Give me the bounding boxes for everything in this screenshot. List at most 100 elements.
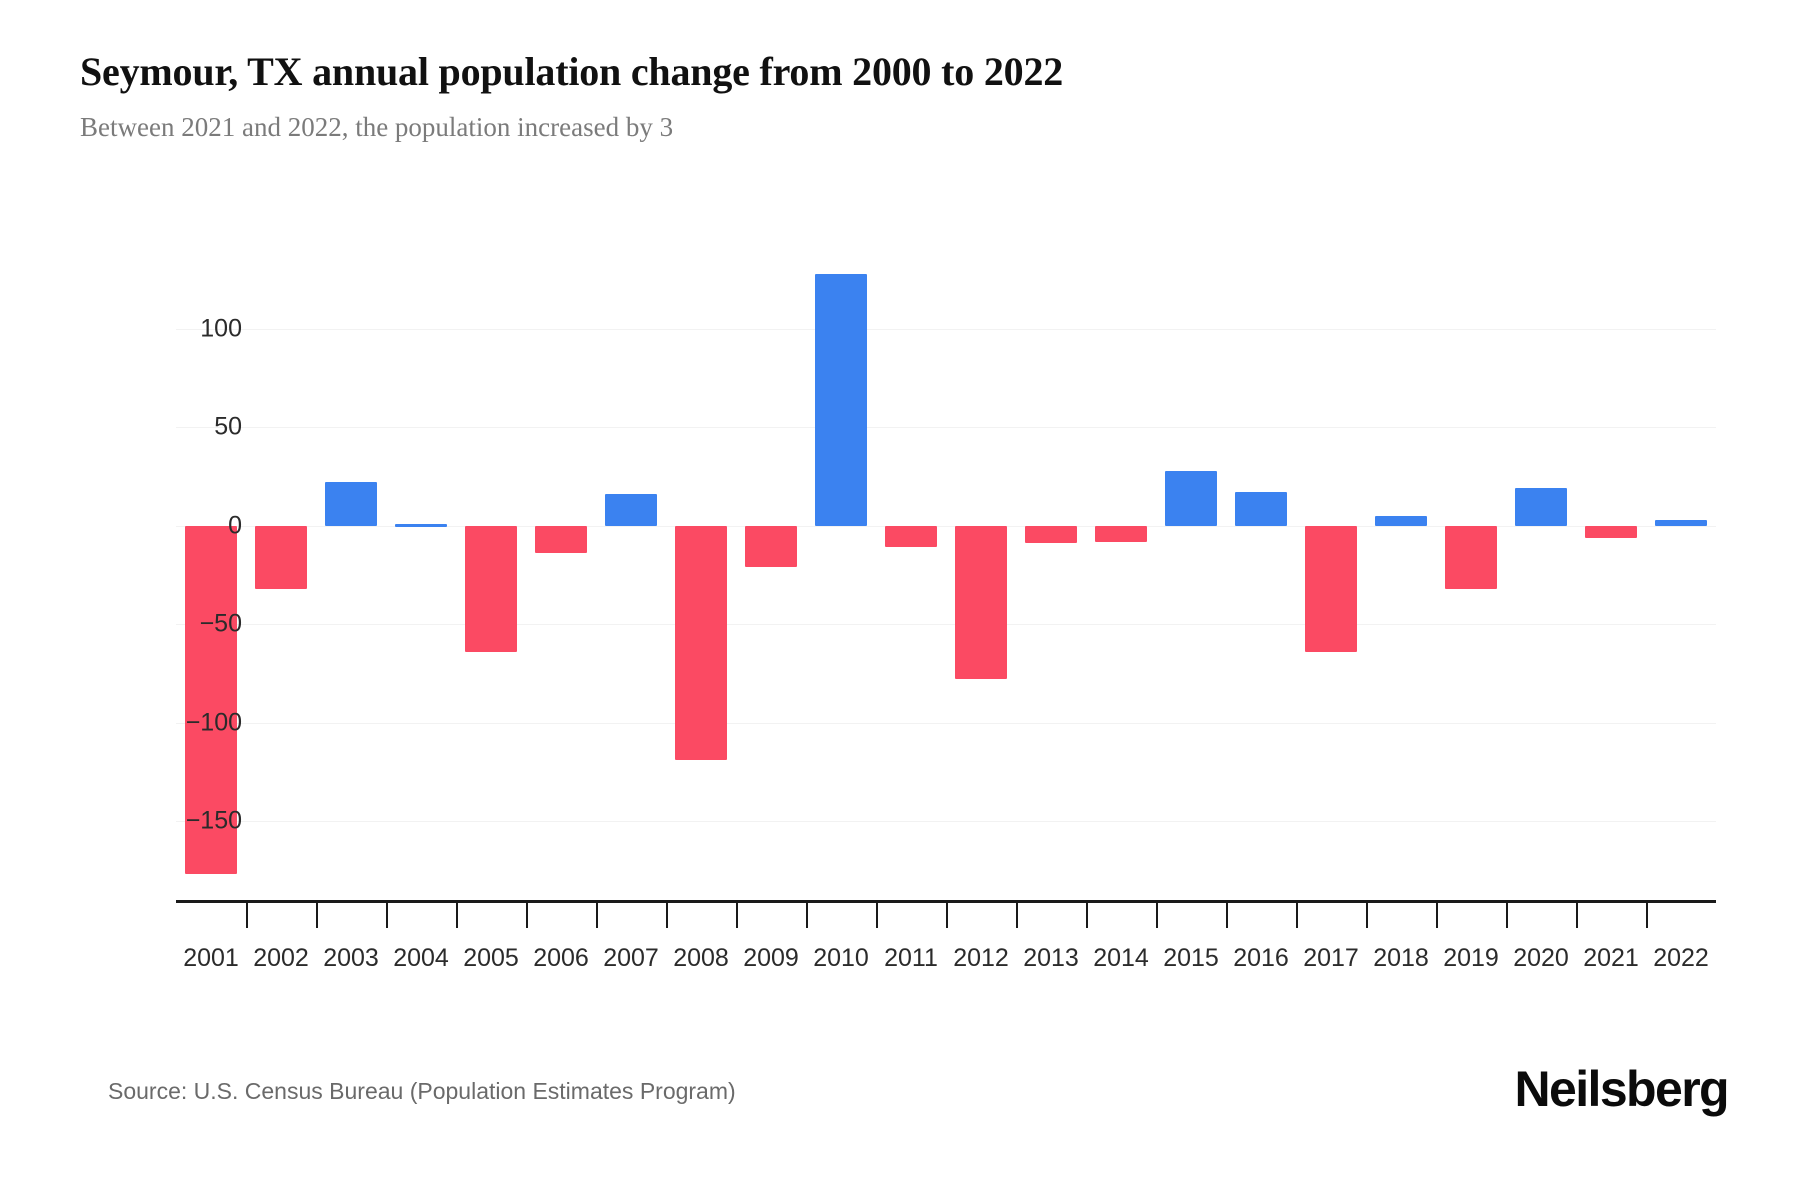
bar-slot: [876, 250, 946, 900]
bar-2011[interactable]: [885, 525, 937, 548]
bar-slot: [1086, 250, 1156, 900]
bar-slot: [1436, 250, 1506, 900]
x-axis-tick-label: 2016: [1233, 944, 1289, 972]
bar-slot: [246, 250, 316, 900]
y-axis-tick-label: −100: [185, 708, 242, 737]
bar-slot: [1646, 250, 1716, 900]
y-axis-tick-label: 50: [214, 412, 242, 441]
bar-2001[interactable]: [185, 525, 237, 875]
x-axis-tick-label: 2003: [323, 944, 379, 972]
x-axis-tick: [946, 900, 948, 928]
bar-slot: [1296, 250, 1366, 900]
bar-2017[interactable]: [1305, 525, 1357, 652]
gridline: [176, 722, 1716, 724]
x-axis-tick: [316, 900, 318, 928]
x-axis-tick: [456, 900, 458, 928]
bar-slot: [456, 250, 526, 900]
bar-slot: [1366, 250, 1436, 900]
x-axis-tick-label: 2019: [1443, 944, 1499, 972]
plot-inner: [176, 250, 1716, 900]
x-axis-tick-label: 2015: [1163, 944, 1219, 972]
bar-slot: [526, 250, 596, 900]
x-axis-tick: [526, 900, 528, 928]
bar-2018[interactable]: [1375, 515, 1427, 526]
x-axis-tick-label: 2013: [1023, 944, 1079, 972]
neilsberg-logo: Neilsberg: [1514, 1061, 1730, 1117]
x-axis-tick: [386, 900, 388, 928]
x-axis-tick: [1086, 900, 1088, 928]
x-axis-tick: [806, 900, 808, 928]
bar-series: [176, 250, 1716, 900]
bar-slot: [1226, 250, 1296, 900]
bar-2007[interactable]: [605, 494, 657, 526]
page-title: Seymour, TX annual population change fro…: [80, 49, 1064, 94]
bar-2010[interactable]: [815, 273, 867, 526]
x-axis-tick-label: 2008: [673, 944, 729, 972]
y-axis-tick-label: 0: [228, 511, 242, 540]
bar-2015[interactable]: [1165, 470, 1217, 526]
bar-slot: [736, 250, 806, 900]
bar-slot: [1506, 250, 1576, 900]
bar-slot: [1576, 250, 1646, 900]
gridline: [176, 328, 1716, 330]
x-axis-tick-label: 2007: [603, 944, 659, 972]
x-axis-tick: [1296, 900, 1298, 928]
bar-slot: [316, 250, 386, 900]
x-axis-tick: [876, 900, 878, 928]
x-axis-tick: [1436, 900, 1438, 928]
bar-2002[interactable]: [255, 525, 307, 589]
bar-2016[interactable]: [1235, 492, 1287, 526]
x-axis-tick-label: 2001: [183, 944, 239, 972]
x-axis-tick: [1576, 900, 1578, 928]
x-axis-tick-label: 2004: [393, 944, 449, 972]
x-axis-tick-label: 2014: [1093, 944, 1149, 972]
x-axis-tick-label: 2018: [1373, 944, 1429, 972]
x-axis-tick-label: 2017: [1303, 944, 1359, 972]
x-axis-tick: [1016, 900, 1018, 928]
x-axis-tick-label: 2005: [463, 944, 519, 972]
gridline: [176, 821, 1716, 823]
x-axis-tick-label: 2006: [533, 944, 589, 972]
bar-2019[interactable]: [1445, 525, 1497, 589]
bar-2008[interactable]: [675, 525, 727, 761]
y-axis-tick-label: −50: [199, 609, 242, 638]
x-axis-tick: [1366, 900, 1368, 928]
bar-2006[interactable]: [535, 525, 587, 554]
bar-2005[interactable]: [465, 525, 517, 652]
x-axis-tick: [1646, 900, 1648, 928]
bar-slot: [1156, 250, 1226, 900]
bar-2003[interactable]: [325, 482, 377, 526]
x-axis-tick: [736, 900, 738, 928]
x-axis-tick: [246, 900, 248, 928]
gridline: [176, 427, 1716, 429]
chart-header: Seymour, TX annual population change fro…: [80, 48, 1720, 144]
source-note: Source: U.S. Census Bureau (Population E…: [108, 1078, 736, 1104]
bar-2004[interactable]: [395, 523, 447, 527]
bar-2020[interactable]: [1515, 488, 1567, 526]
bar-2014[interactable]: [1095, 525, 1147, 542]
bar-2021[interactable]: [1585, 525, 1637, 538]
bar-2012[interactable]: [955, 525, 1007, 680]
x-axis-tick-label: 2002: [253, 944, 309, 972]
gridline: [176, 525, 1716, 527]
x-axis-tick-label: 2020: [1513, 944, 1569, 972]
x-axis-tick-label: 2012: [953, 944, 1009, 972]
x-axis-tick-label: 2010: [813, 944, 869, 972]
x-axis-tick: [596, 900, 598, 928]
bar-2009[interactable]: [745, 525, 797, 568]
x-axis-tick-label: 2009: [743, 944, 799, 972]
y-axis-tick-label: −150: [185, 806, 242, 835]
bar-slot: [596, 250, 666, 900]
chart-subtitle: Between 2021 and 2022, the population in…: [80, 112, 674, 143]
x-axis-tick: [666, 900, 668, 928]
x-axis-tick: [1506, 900, 1508, 928]
bar-2022[interactable]: [1655, 519, 1707, 526]
bar-slot: [386, 250, 456, 900]
x-axis-tick: [1226, 900, 1228, 928]
bar-2013[interactable]: [1025, 525, 1077, 544]
x-axis-tick: [1156, 900, 1158, 928]
x-axis-tick-label: 2021: [1583, 944, 1639, 972]
x-axis-tick-label: 2011: [884, 944, 938, 972]
